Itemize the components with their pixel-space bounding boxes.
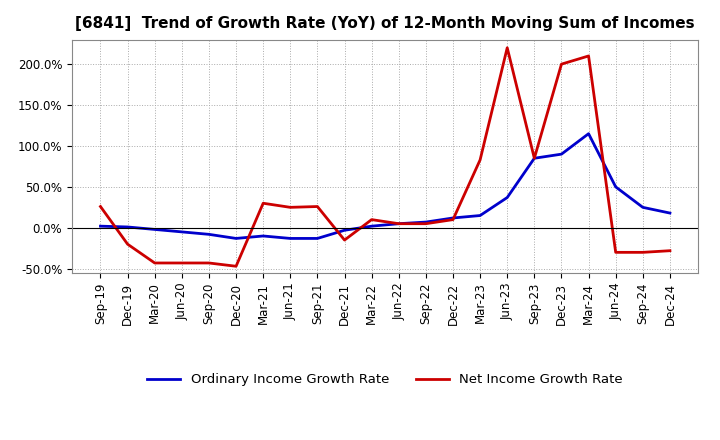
Ordinary Income Growth Rate	[611, 184, 620, 190]
Ordinary Income Growth Rate	[313, 236, 322, 241]
Net Income Growth Rate	[611, 250, 620, 255]
Net Income Growth Rate	[530, 156, 539, 161]
Net Income Growth Rate	[204, 260, 213, 266]
Ordinary Income Growth Rate	[530, 156, 539, 161]
Ordinary Income Growth Rate	[286, 236, 294, 241]
Net Income Growth Rate	[584, 53, 593, 59]
Net Income Growth Rate	[123, 242, 132, 247]
Net Income Growth Rate	[367, 217, 376, 222]
Ordinary Income Growth Rate	[341, 227, 349, 233]
Net Income Growth Rate	[96, 204, 105, 209]
Net Income Growth Rate	[665, 248, 674, 253]
Title: [6841]  Trend of Growth Rate (YoY) of 12-Month Moving Sum of Incomes: [6841] Trend of Growth Rate (YoY) of 12-…	[76, 16, 695, 32]
Net Income Growth Rate	[341, 238, 349, 243]
Ordinary Income Growth Rate	[204, 232, 213, 237]
Line: Ordinary Income Growth Rate: Ordinary Income Growth Rate	[101, 134, 670, 238]
Ordinary Income Growth Rate	[395, 221, 403, 226]
Legend: Ordinary Income Growth Rate, Net Income Growth Rate: Ordinary Income Growth Rate, Net Income …	[142, 368, 629, 392]
Ordinary Income Growth Rate	[123, 224, 132, 230]
Net Income Growth Rate	[286, 205, 294, 210]
Ordinary Income Growth Rate	[476, 213, 485, 218]
Ordinary Income Growth Rate	[639, 205, 647, 210]
Ordinary Income Growth Rate	[557, 151, 566, 157]
Ordinary Income Growth Rate	[259, 233, 268, 238]
Ordinary Income Growth Rate	[178, 229, 186, 235]
Net Income Growth Rate	[557, 62, 566, 67]
Ordinary Income Growth Rate	[665, 210, 674, 216]
Net Income Growth Rate	[421, 221, 430, 226]
Ordinary Income Growth Rate	[584, 131, 593, 136]
Line: Net Income Growth Rate: Net Income Growth Rate	[101, 48, 670, 266]
Ordinary Income Growth Rate	[503, 195, 511, 200]
Ordinary Income Growth Rate	[232, 236, 240, 241]
Net Income Growth Rate	[178, 260, 186, 266]
Ordinary Income Growth Rate	[96, 224, 105, 229]
Ordinary Income Growth Rate	[449, 215, 457, 220]
Ordinary Income Growth Rate	[421, 220, 430, 225]
Ordinary Income Growth Rate	[150, 227, 159, 232]
Net Income Growth Rate	[476, 157, 485, 162]
Net Income Growth Rate	[150, 260, 159, 266]
Net Income Growth Rate	[395, 221, 403, 226]
Net Income Growth Rate	[232, 264, 240, 269]
Net Income Growth Rate	[639, 250, 647, 255]
Net Income Growth Rate	[449, 217, 457, 222]
Net Income Growth Rate	[259, 201, 268, 206]
Net Income Growth Rate	[313, 204, 322, 209]
Net Income Growth Rate	[503, 45, 511, 51]
Ordinary Income Growth Rate	[367, 224, 376, 229]
